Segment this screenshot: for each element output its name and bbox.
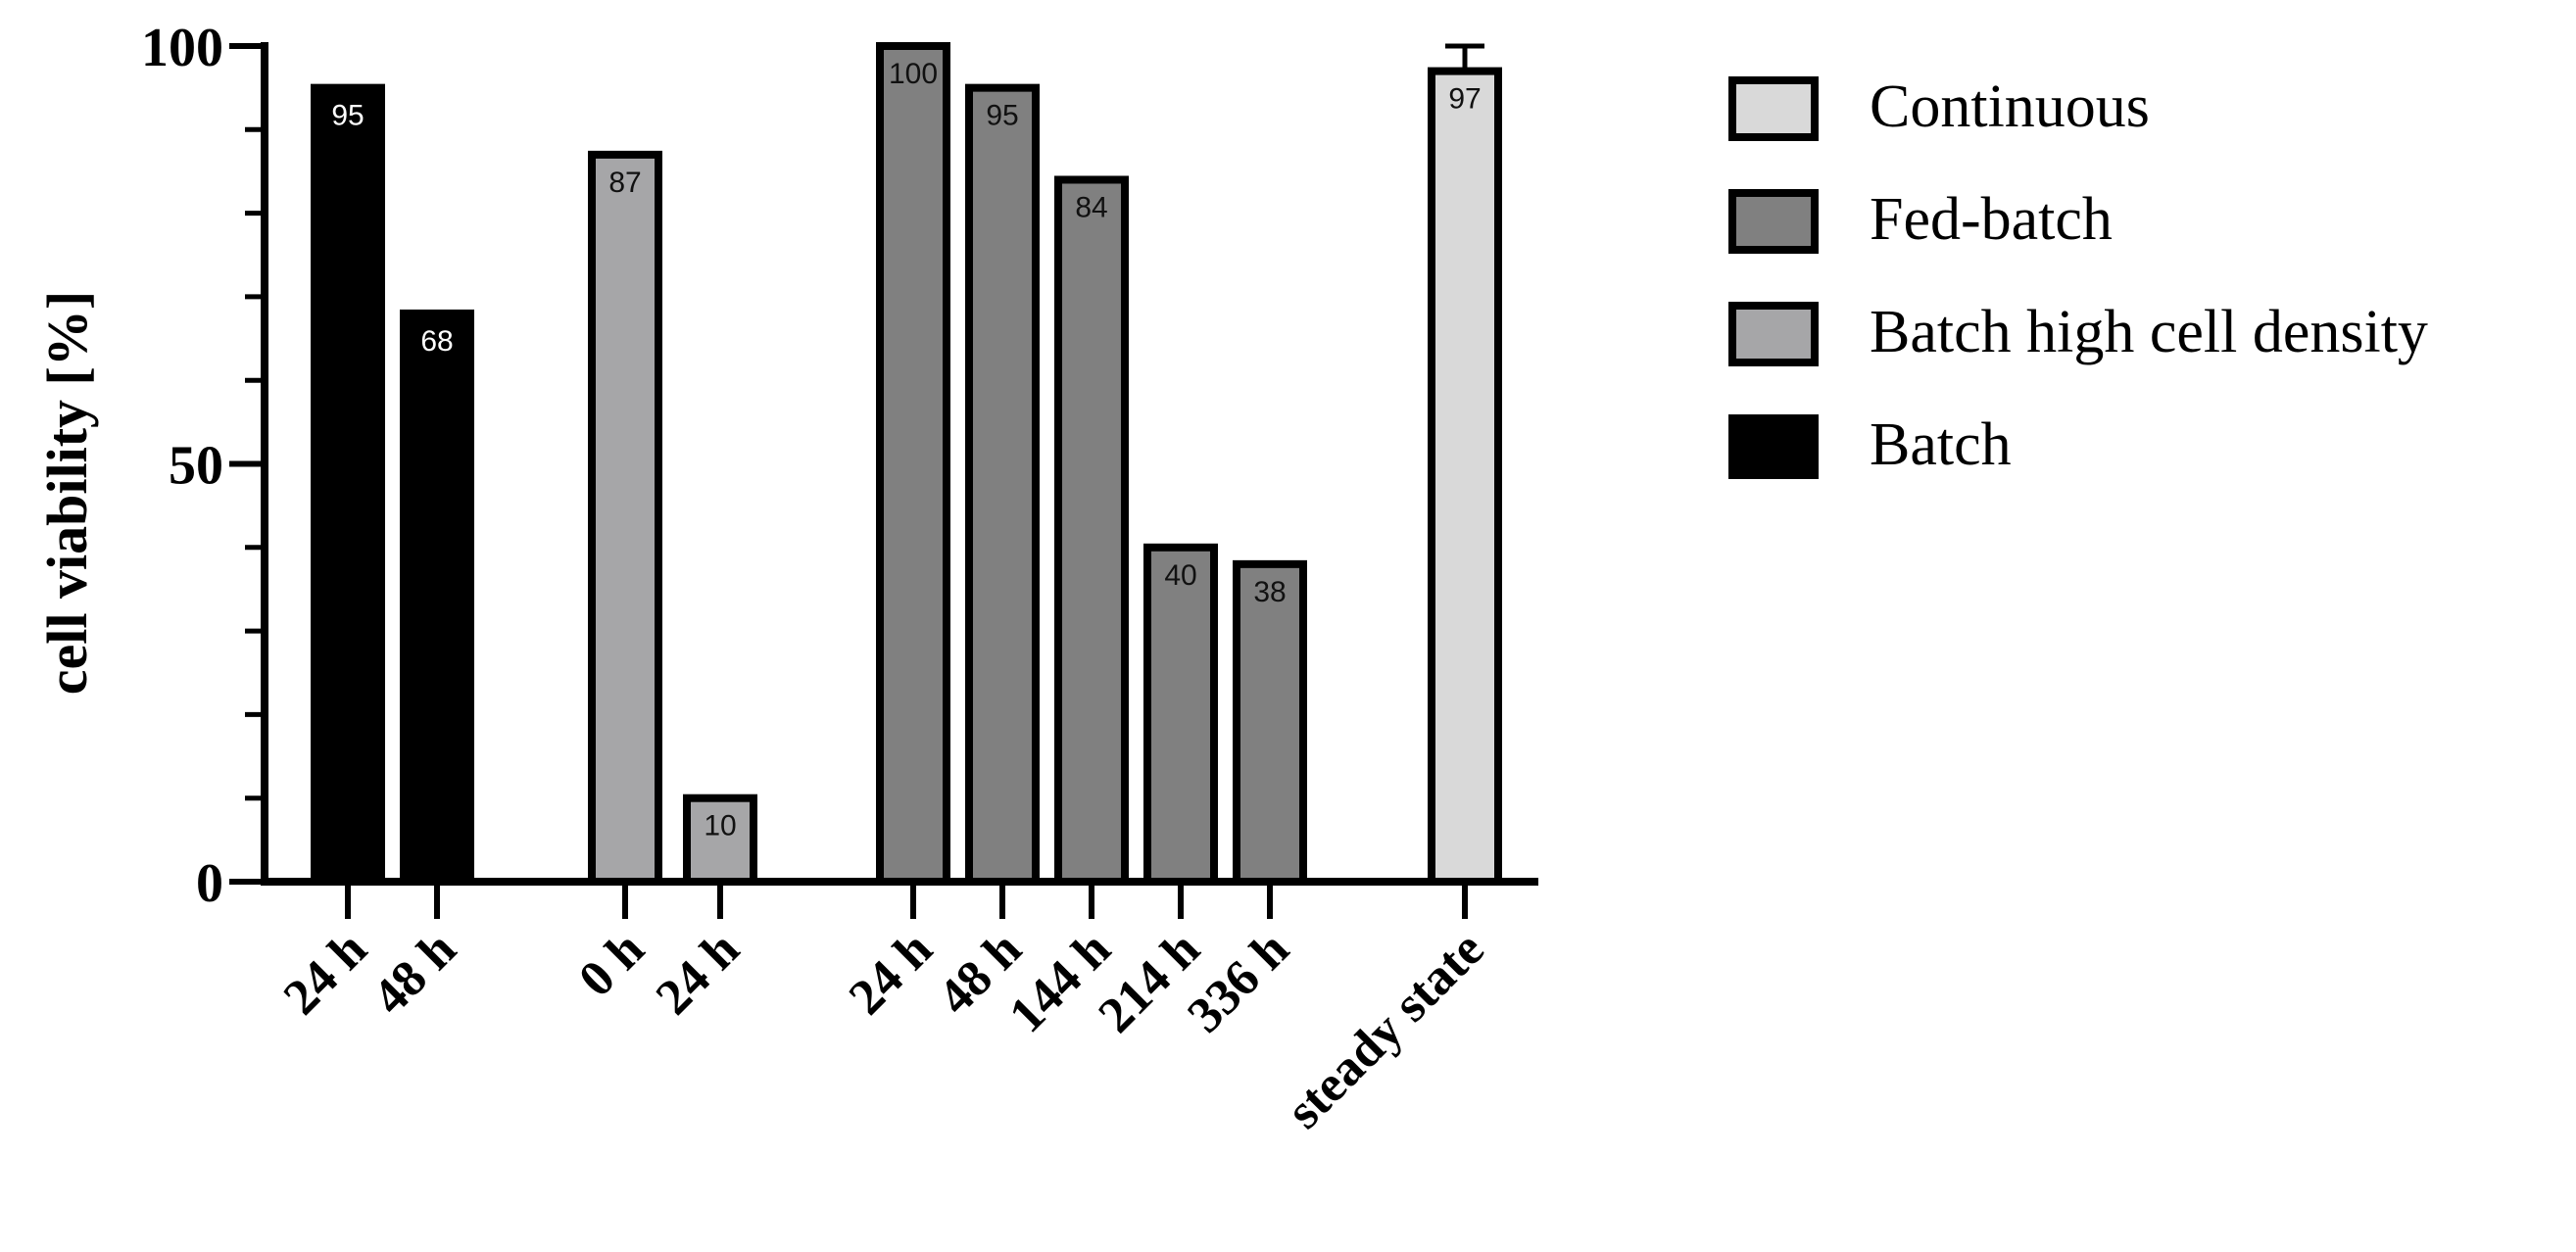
data-label-batch-24-h: 95 bbox=[331, 100, 364, 132]
x-tick-label-fed-batch-24-h: 24 h bbox=[839, 921, 944, 1026]
data-label-fed-batch-24-h: 100 bbox=[889, 58, 938, 90]
data-label-batch-high-cell-density-0-h: 87 bbox=[608, 167, 641, 199]
x-tick-label-continuous-steady-state: steady state bbox=[1276, 921, 1494, 1139]
bar-fed-batch-24-h bbox=[876, 42, 950, 886]
legend-label-batch-high-cell-density: Batch high cell density bbox=[1870, 299, 2428, 365]
x-tick-label-batch-high-cell-density-0-h: 0 h bbox=[568, 921, 655, 1007]
legend-swatch-batch-high-cell-density bbox=[1728, 302, 1819, 366]
bar-batch-24-h bbox=[311, 83, 385, 886]
y-axis-title: cell viability [%] bbox=[35, 291, 99, 695]
bar-batch-high-cell-density-24-h bbox=[683, 794, 757, 887]
legend-swatch-batch bbox=[1728, 414, 1819, 479]
legend-swatch-continuous bbox=[1728, 76, 1819, 141]
data-label-batch-48-h: 68 bbox=[420, 325, 453, 358]
y-tick-label-50: 50 bbox=[169, 436, 223, 497]
legend-label-continuous: Continuous bbox=[1870, 73, 2150, 140]
data-label-fed-batch-336-h: 38 bbox=[1253, 576, 1286, 608]
bar-continuous-steady-state bbox=[1428, 67, 1502, 886]
data-label-batch-high-cell-density-24-h: 10 bbox=[704, 810, 736, 843]
y-tick-label-100: 100 bbox=[141, 18, 223, 78]
bar-fed-batch-48-h bbox=[965, 83, 1040, 886]
data-label-continuous-steady-state: 97 bbox=[1448, 83, 1481, 116]
y-tick-label-0: 0 bbox=[196, 853, 223, 914]
x-tick-label-fed-batch-214-h: 214 h bbox=[1088, 921, 1210, 1043]
legend-label-fed-batch: Fed-batch bbox=[1870, 186, 2113, 253]
x-tick-label-batch-48-h: 48 h bbox=[363, 921, 467, 1026]
x-tick-label-batch-24-h: 24 h bbox=[273, 921, 378, 1026]
bar-fed-batch-214-h bbox=[1143, 543, 1218, 886]
bar-batch-48-h bbox=[400, 309, 474, 886]
data-label-fed-batch-144-h: 84 bbox=[1075, 191, 1107, 223]
legend-swatch-fed-batch bbox=[1728, 189, 1819, 254]
bar-batch-high-cell-density-0-h bbox=[588, 150, 662, 886]
data-label-fed-batch-48-h: 95 bbox=[986, 100, 1018, 132]
bar-fed-batch-144-h bbox=[1054, 175, 1129, 887]
bar-fed-batch-336-h bbox=[1233, 559, 1307, 886]
x-tick-label-fed-batch-336-h: 336 h bbox=[1177, 921, 1299, 1043]
data-label-fed-batch-214-h: 40 bbox=[1164, 559, 1196, 592]
x-tick-label-batch-high-cell-density-24-h: 24 h bbox=[646, 921, 751, 1026]
legend-label-batch: Batch bbox=[1870, 411, 2012, 478]
x-tick-label-fed-batch-144-h: 144 h bbox=[998, 921, 1121, 1043]
